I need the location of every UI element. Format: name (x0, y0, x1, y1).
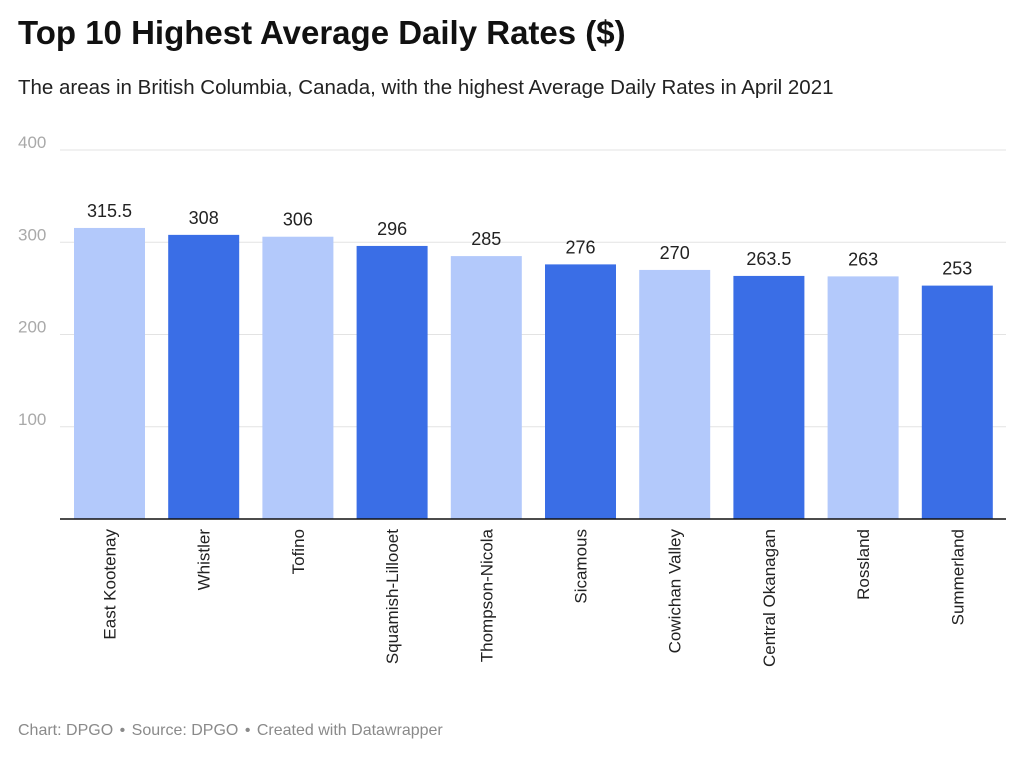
chart-subtitle: The areas in British Columbia, Canada, w… (18, 76, 834, 99)
value-labels: 315.5 308 306 296 285 276 270 263.5 263 253 (87, 201, 972, 279)
bar (262, 236, 334, 519)
bars (74, 227, 993, 520)
category-label: Whistler (195, 529, 214, 591)
value-label: 306 (283, 210, 313, 230)
bar (639, 269, 711, 519)
value-label: 308 (189, 208, 219, 228)
category-label: Rossland (854, 529, 873, 600)
bar (733, 275, 805, 519)
chart-credit: Chart: DPGO (18, 722, 114, 739)
category-label: Cowichan Valley (666, 529, 685, 654)
x-axis-category-labels: East Kootenay Whistler Tofino Squamish-Lill… (101, 528, 968, 667)
category-label: Central Okanagan (760, 529, 779, 667)
y-tick-label: 200 (18, 318, 46, 337)
bar (545, 264, 616, 519)
value-label: 270 (660, 243, 690, 263)
y-axis-tick-labels: 100 200 300 400 (18, 133, 46, 429)
y-tick-label: 400 (18, 133, 46, 152)
value-label: 263 (848, 249, 878, 269)
category-label: East Kootenay (101, 529, 120, 640)
bar (450, 256, 522, 519)
value-label: 315.5 (87, 201, 132, 221)
value-label: 276 (565, 237, 595, 257)
footer-separator: • (244, 722, 251, 739)
footer-separator: • (119, 722, 126, 739)
value-label: 296 (377, 219, 407, 239)
y-tick-label: 300 (18, 225, 46, 244)
chart-footer: Chart: DPGO • Source: DPGO • Created wit… (18, 722, 443, 740)
created-credit: Created with Datawrapper (256, 722, 443, 739)
bar (356, 245, 428, 519)
source-credit: Source: DPGO (131, 722, 239, 739)
bar (921, 285, 993, 519)
category-label: Thompson-Nicola (477, 528, 496, 662)
category-label: Sicamous (572, 529, 591, 604)
category-label: Summerland (948, 529, 967, 625)
value-label: 285 (471, 229, 501, 249)
value-label: 263.5 (746, 249, 791, 269)
category-label: Squamish-Lillooet (383, 529, 402, 664)
chart-title: Top 10 Highest Average Daily Rates ($) (18, 14, 626, 51)
y-tick-label: 100 (18, 410, 46, 429)
bar (168, 234, 240, 519)
bar (827, 276, 899, 519)
category-label: Tofino (289, 529, 308, 574)
value-label: 253 (942, 259, 972, 279)
bar (74, 227, 145, 520)
